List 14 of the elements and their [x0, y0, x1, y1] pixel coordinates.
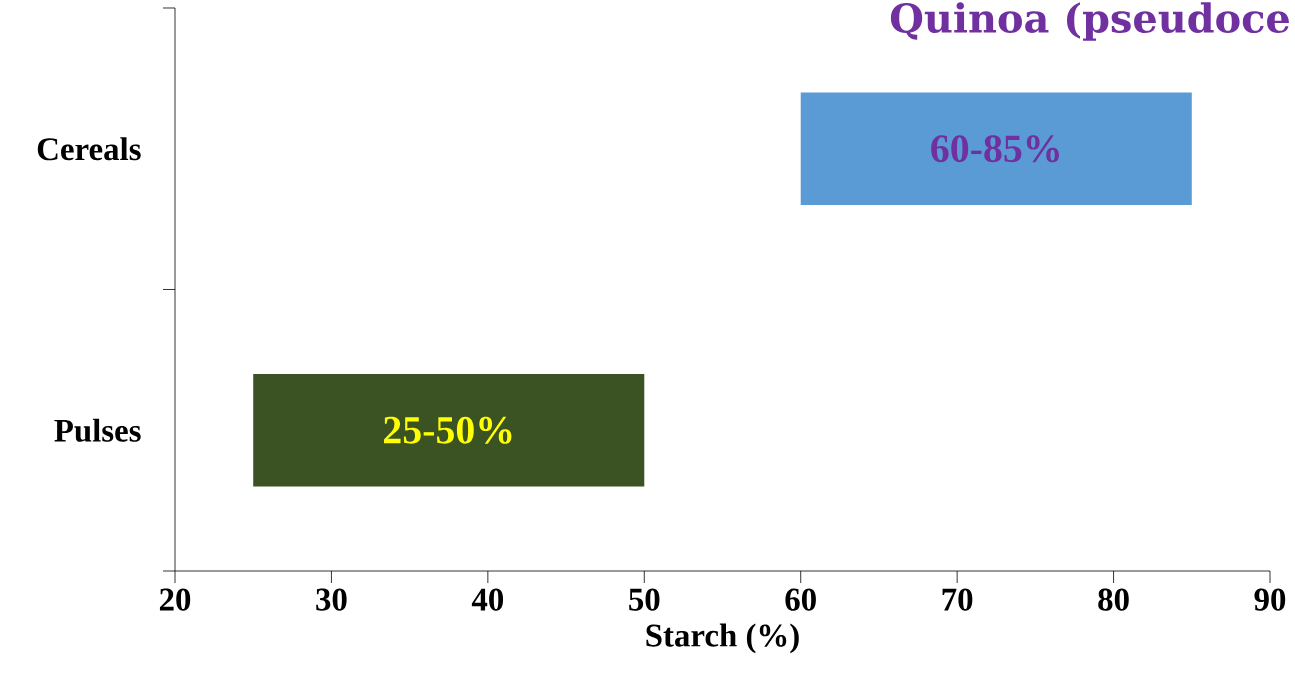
annotation: 60-85%	[931, 135, 1059, 163]
x-tick-label: 30	[316, 588, 347, 611]
x-tick-label: 70	[942, 588, 973, 611]
chart-title: Quinoa (pseudoce	[890, 2, 1289, 41]
x-tick-label: 80	[1098, 588, 1129, 611]
x-tick-label: 90	[1254, 588, 1286, 611]
annotation: 25-50%	[384, 416, 512, 444]
x-tick-label: 50	[629, 588, 660, 611]
y-tick-label: Pulses	[54, 418, 141, 442]
x-tick-label: 60	[785, 588, 816, 611]
y-tick-label: Cereals	[37, 137, 141, 161]
x-tick-label: 20	[159, 588, 191, 611]
x-tick-label: 40	[471, 588, 504, 611]
x-axis-title: Starch (%)	[646, 623, 799, 654]
